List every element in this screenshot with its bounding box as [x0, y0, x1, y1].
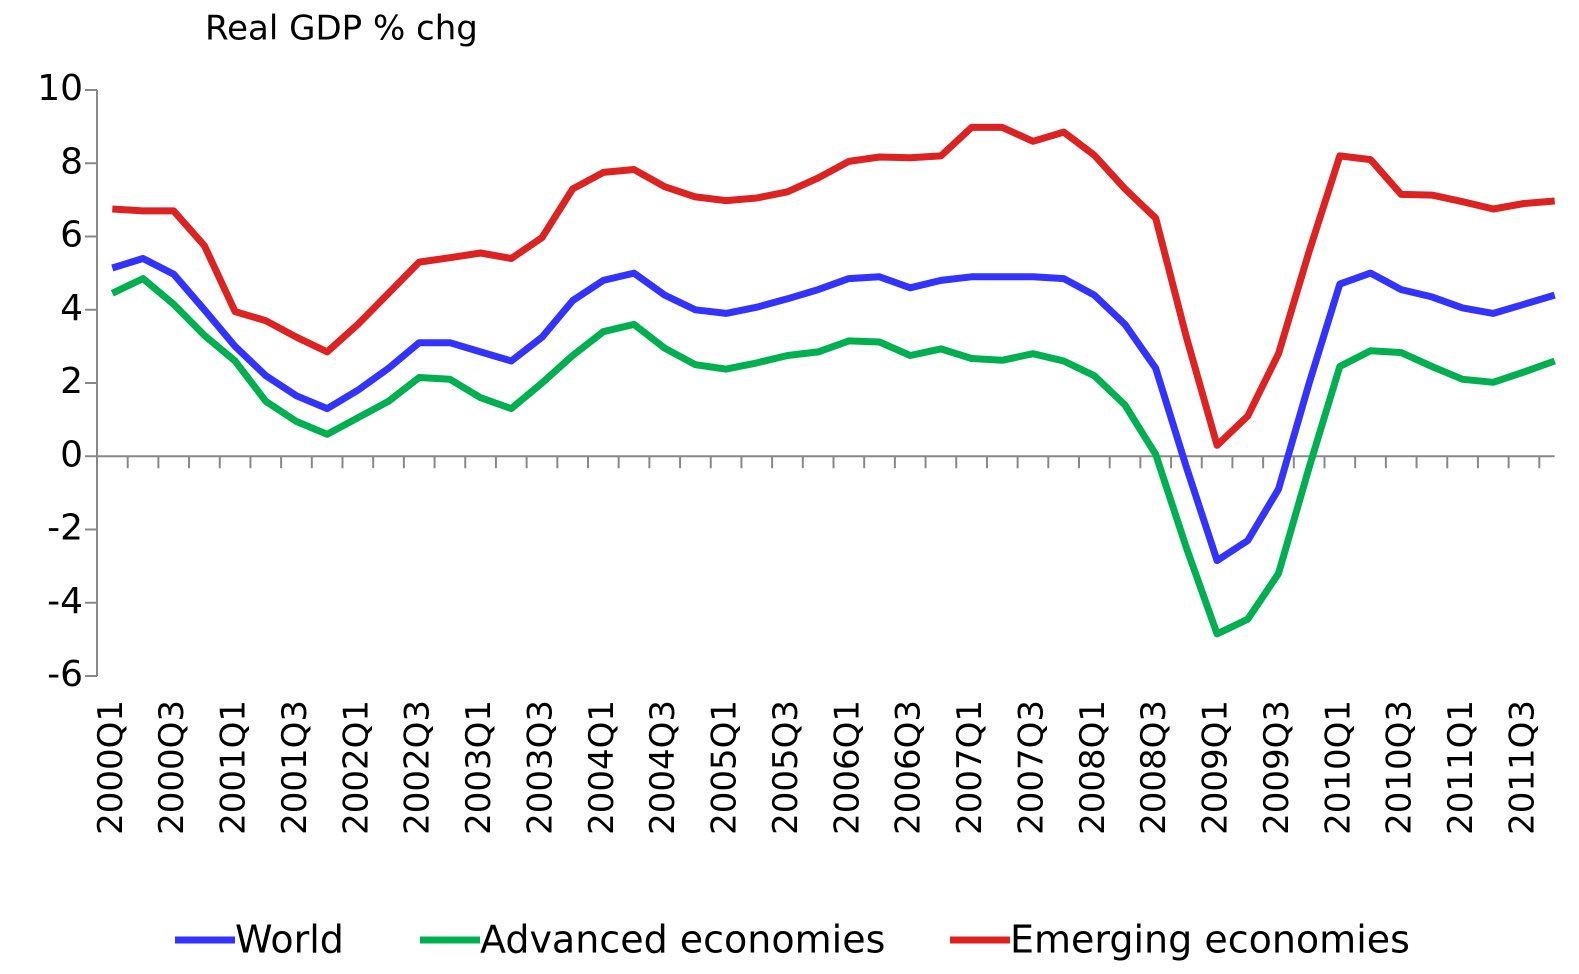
y-tick-label: 4 — [60, 288, 83, 329]
y-tick-label: -2 — [47, 508, 83, 549]
x-tick-label: 2008Q1 — [1073, 700, 1113, 835]
x-tick-label: 2009Q3 — [1257, 700, 1297, 835]
x-tick-label: 2003Q1 — [459, 700, 499, 835]
y-tick-label: 10 — [37, 68, 83, 109]
y-tick-label: 0 — [60, 434, 83, 475]
y-tick-label: 6 — [60, 215, 83, 256]
line-series — [112, 123, 1555, 449]
legend-label: Advanced economies — [480, 918, 885, 962]
x-tick-label: 2004Q1 — [582, 700, 622, 835]
x-tick-label: 2007Q1 — [950, 700, 990, 835]
x-tick-label: 2000Q3 — [152, 700, 192, 835]
x-tick-label: 2011Q1 — [1441, 700, 1481, 835]
x-tick-label: 2006Q3 — [889, 700, 929, 835]
x-tick-label: 2005Q1 — [705, 700, 745, 835]
x-tick-label: 2007Q3 — [1011, 700, 1051, 835]
x-tick-label: 2002Q1 — [336, 700, 376, 835]
x-tick-label: 2001Q3 — [275, 700, 315, 835]
x-tick-label: 2006Q1 — [827, 700, 867, 835]
x-tick-label: 2011Q3 — [1502, 700, 1542, 835]
x-tick-label: 2010Q3 — [1380, 700, 1420, 835]
y-tick-label: -6 — [47, 654, 83, 695]
x-tick-label: 2002Q3 — [398, 700, 438, 835]
x-tick-label: 2008Q3 — [1134, 700, 1174, 835]
y-tick-label: 2 — [60, 361, 83, 402]
x-tick-label: 2000Q1 — [91, 700, 131, 835]
x-tick-label: 2010Q1 — [1318, 700, 1358, 835]
y-axis-label: Real GDP % chg — [205, 9, 478, 49]
line-series — [110, 275, 1556, 638]
line-series — [111, 255, 1556, 565]
y-tick-label: 8 — [60, 141, 83, 182]
legend-label: Emerging economies — [1010, 918, 1410, 962]
x-tick-label: 2004Q3 — [643, 700, 683, 835]
x-tick-label: 2003Q3 — [520, 700, 560, 835]
x-tick-label: 2005Q3 — [766, 700, 806, 835]
legend-label: World — [235, 918, 344, 962]
x-tick-label: 2009Q1 — [1196, 700, 1236, 835]
x-tick-label: 2001Q1 — [214, 700, 254, 835]
y-tick-label: -4 — [47, 581, 83, 622]
